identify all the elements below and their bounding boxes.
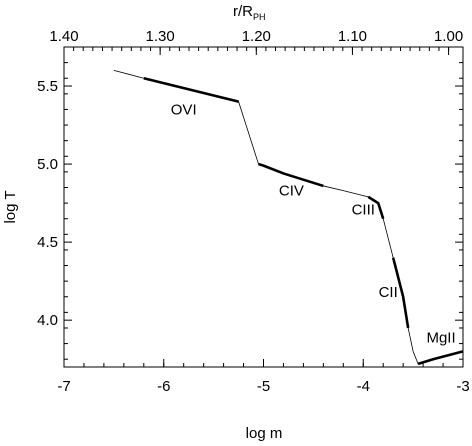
x2-tick-label: 1.00 [434,28,463,45]
x-axis-title: log m [246,425,283,442]
y-tick-label: 4.0 [37,312,58,329]
x-tick-label: -5 [257,378,270,395]
ion-formation-segment [417,350,464,366]
tick-label-group: -7 -6 -5 -4 -3 4.0 4.5 5.0 5.5 1.40 1.30 1.20 1.10 1.… [37,28,470,395]
x2-axis-title: r/RPH [233,3,266,22]
ion-label: CIV [279,183,304,200]
y-axis-title: log T [2,190,19,223]
y-tick-label: 5.0 [37,156,58,173]
tick-group [63,46,464,367]
ion-formation-segment [258,162,324,188]
x-tick-label: -7 [57,378,70,395]
ion-formation-segment [143,76,239,103]
annotation-group: OVI CIV CIII CII MgII [171,101,456,346]
x2-tick-label: 1.20 [242,28,271,45]
ion-label: OVI [171,101,197,118]
x-tick-label: -4 [357,378,370,395]
x2-tick-label: 1.40 [49,28,78,45]
x-tick-label: -3 [456,378,469,395]
x2-axis-title-main: r/R [233,3,253,20]
ion-label: CIII [352,201,375,218]
temperature-profile-line [113,70,464,365]
y-tick-label: 5.5 [37,78,58,95]
series-group [113,70,464,366]
x2-axis-title-sub: PH [253,12,266,22]
x2-tick-label: 1.10 [338,28,367,45]
ion-formation-segment [391,257,410,329]
x-tick-label: -6 [157,378,170,395]
ion-label: CII [379,284,398,301]
plot-frame [63,46,464,368]
ion-label: MgII [426,329,455,346]
x2-tick-label: 1.30 [146,28,175,45]
y-tick-label: 4.5 [37,234,58,251]
ion-formation-segment [367,195,385,220]
